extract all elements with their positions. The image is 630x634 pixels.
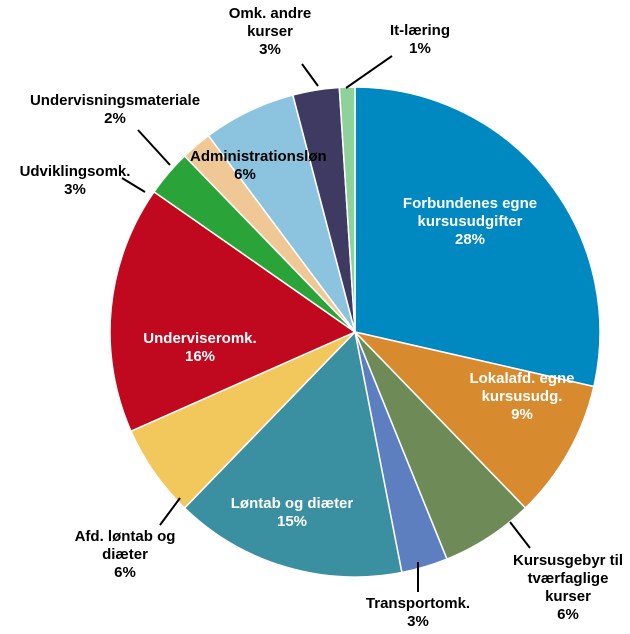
value-label: 3% (259, 41, 281, 58)
leader-line (345, 55, 393, 89)
slice-label: Administrationsløn 6% (190, 148, 327, 184)
category-label: Lokalafd. egne kursusudg. (469, 370, 575, 405)
category-label: Løntab og diæter (230, 495, 354, 512)
category-label: It-læring (390, 22, 450, 39)
slice-label: Afd. løntab og diæter 6% (65, 528, 185, 582)
pie-slice (354, 86, 601, 388)
leader-line (509, 521, 531, 549)
leader-line (301, 63, 319, 87)
value-label: 16% (184, 348, 216, 365)
pie-slice (352, 330, 595, 510)
slice-label: Udviklingsomk. 3% (0, 163, 150, 199)
value-label: 2% (104, 110, 126, 127)
value-label: 6% (234, 166, 256, 183)
category-label: Afd. løntab og diæter (74, 528, 176, 563)
value-label: 3% (407, 613, 429, 630)
slice-label: Lokalafd. egne kursusudg. 9% (462, 370, 582, 424)
category-label: Undervisningsmateriale (29, 92, 201, 109)
value-label: 1% (409, 40, 431, 57)
value-label: 3% (64, 181, 86, 198)
leader-line (137, 129, 171, 166)
slice-label: Kursusgebyr til tværfaglige kurser 6% (503, 552, 630, 624)
category-label: Kursusgebyr til tværfaglige kurser (512, 552, 624, 605)
slice-label: Forbundenes egne kursusudgifter 28% (400, 195, 540, 249)
slice-label: Omk. andre kurser 3% (215, 5, 325, 59)
value-label: 6% (114, 564, 136, 581)
category-label: Omk. andre kurser (228, 5, 312, 40)
pie-slice (183, 330, 403, 578)
value-label: 28% (454, 231, 486, 248)
slice-label: It-læring 1% (375, 22, 465, 58)
slice-label: Underviseromk. 16% (125, 330, 275, 366)
value-label: 6% (557, 606, 579, 623)
leader-line (121, 177, 146, 193)
leader-line (159, 497, 181, 526)
slice-label: Undervisningsmateriale 2% (0, 92, 230, 128)
category-label: Administrationsløn (190, 148, 327, 165)
category-label: Transportomk. (365, 595, 471, 612)
category-label: Forbundenes egne kursusudgifter (402, 195, 538, 230)
category-label: Udviklingsomk. (19, 163, 131, 180)
pie-slice (109, 190, 357, 433)
category-label: Underviseromk. (143, 330, 257, 347)
value-label: 9% (511, 406, 533, 423)
slice-label: Transportomk. 3% (353, 595, 483, 631)
slice-label: Løntab og diæter 15% (202, 495, 382, 531)
value-label: 15% (276, 513, 308, 530)
